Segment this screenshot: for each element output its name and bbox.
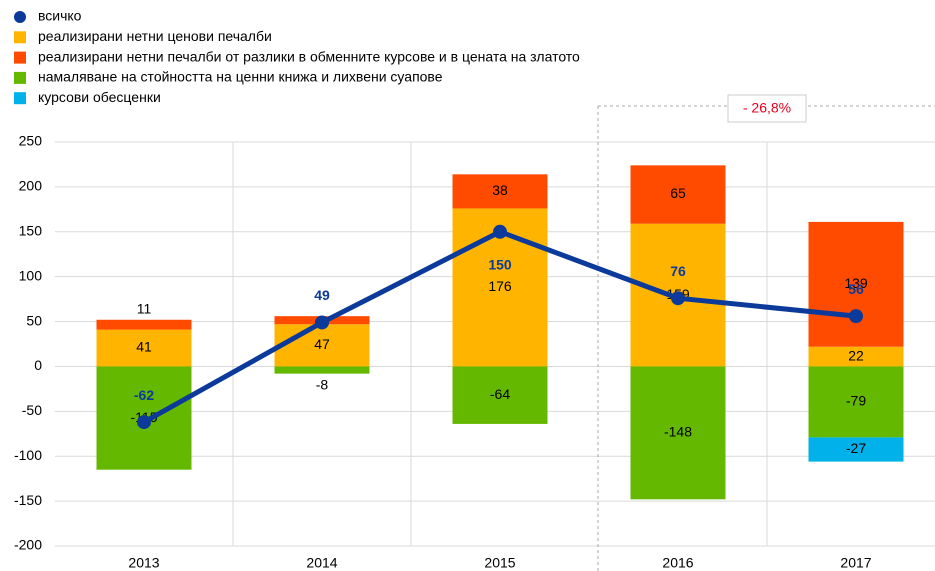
bar-label: 65 — [670, 185, 686, 201]
y-tick-label: 0 — [34, 357, 42, 373]
x-tick-label: 2013 — [128, 555, 159, 571]
line-point — [849, 309, 863, 324]
y-tick-label: 100 — [19, 267, 43, 283]
y-tick-label: 150 — [19, 222, 43, 238]
line-label: 49 — [314, 287, 330, 303]
line-point — [315, 315, 329, 330]
x-tick-label: 2016 — [662, 555, 693, 571]
bar-label: 139 — [844, 275, 868, 291]
bar-label: 11 — [137, 300, 152, 316]
y-tick-label: -200 — [14, 537, 42, 553]
legend-label: намаляване на стойността на ценни книжа … — [38, 69, 443, 85]
bar-segment — [274, 366, 370, 374]
legend-label: всичко — [38, 8, 82, 24]
bar-label: -148 — [664, 424, 692, 440]
bar-segment — [452, 366, 548, 424]
y-tick-label: -50 — [22, 402, 42, 418]
bar-label: -27 — [846, 440, 866, 456]
line-point — [493, 224, 507, 239]
bar-label: 22 — [848, 347, 864, 363]
line-label: 76 — [670, 263, 686, 279]
line-label: 56 — [848, 281, 864, 297]
legend-marker — [14, 51, 26, 64]
annotation: - 26,8% — [743, 100, 791, 116]
legend-marker — [14, 71, 26, 84]
bar-label: 176 — [488, 278, 512, 294]
bar-label: -8 — [316, 376, 329, 392]
bar-segment — [96, 319, 192, 330]
y-tick-label: 50 — [26, 312, 42, 328]
bar-segment — [808, 366, 904, 438]
legend-marker — [14, 31, 26, 44]
legend-label: реализирани нетни печалби от разлики в о… — [38, 48, 580, 64]
y-tick-label: -150 — [14, 492, 42, 508]
bar-segment — [630, 366, 726, 500]
x-tick-label: 2015 — [484, 555, 515, 571]
bar-segment — [808, 346, 904, 367]
legend-marker — [14, 92, 26, 105]
bar-label: -64 — [490, 386, 510, 402]
y-tick-label: 250 — [19, 133, 43, 149]
legend-marker — [14, 11, 26, 23]
annotation-box — [727, 94, 807, 123]
legend-label: реализирани нетни ценови печалби — [38, 28, 272, 44]
bar-segment — [452, 174, 548, 209]
bar-segment — [808, 437, 904, 462]
legend-label: курсови обесценки — [38, 89, 161, 105]
x-tick-label: 2014 — [306, 555, 337, 571]
line-label: 150 — [488, 256, 512, 272]
x-tick-label: 2017 — [840, 555, 871, 571]
bar-label: 41 — [136, 339, 152, 355]
bar-label: 47 — [314, 336, 330, 352]
bar-label: -79 — [846, 393, 866, 409]
bar-segment — [808, 221, 904, 347]
y-tick-label: 200 — [19, 178, 43, 194]
bar-segment — [96, 329, 192, 367]
y-tick-label: -100 — [14, 447, 42, 463]
bar-segment — [630, 165, 726, 224]
line-point — [671, 291, 685, 306]
line-label: -62 — [134, 387, 154, 403]
line-point — [137, 415, 151, 430]
bar-segment — [274, 324, 370, 367]
bar-label: 38 — [492, 182, 508, 198]
